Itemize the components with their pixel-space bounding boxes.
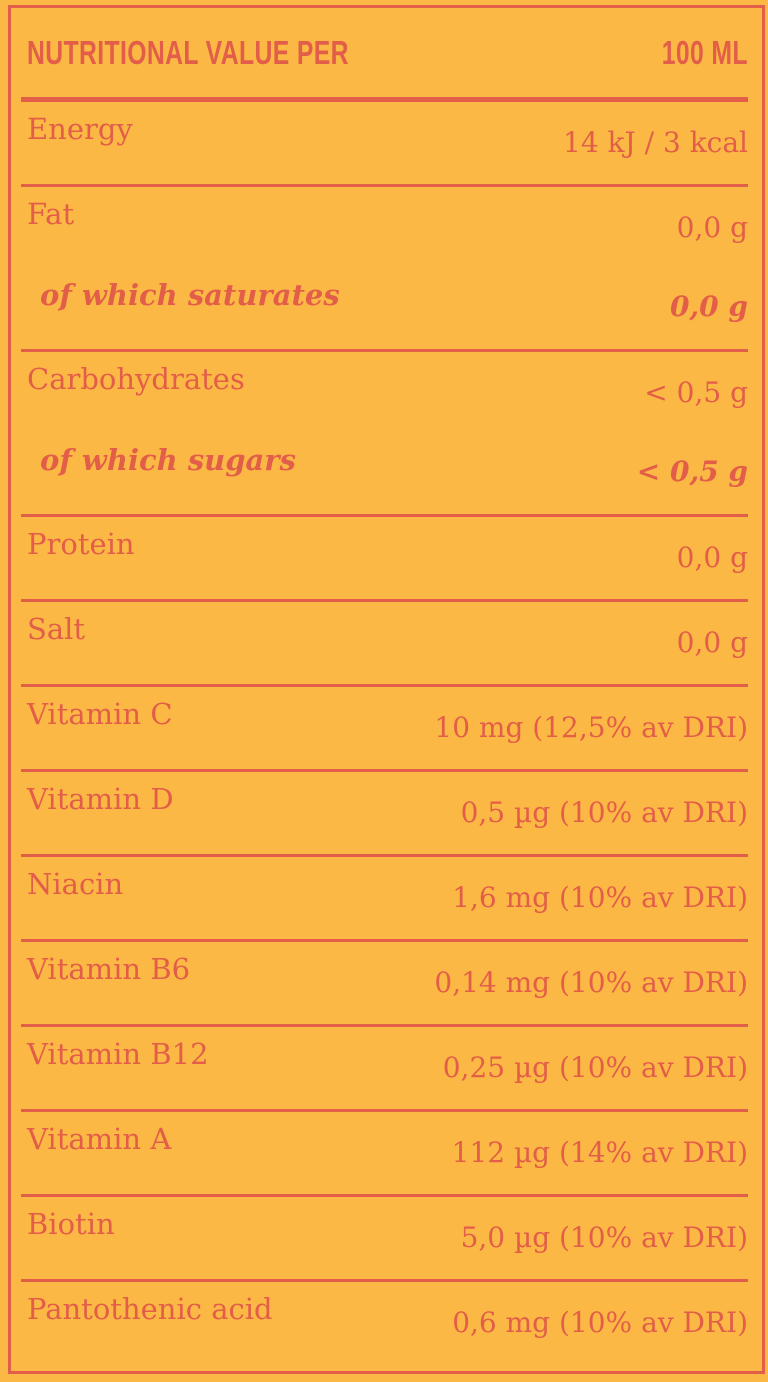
row-of-which-sugars: of which sugars < 0,5 g	[21, 429, 748, 514]
row-label: Vitamin B6	[27, 952, 191, 986]
row-value: < 0,5 g	[636, 455, 748, 488]
row-label: Niacin	[27, 867, 124, 901]
row-value: 0,0 g	[676, 541, 748, 574]
nutrition-table: NUTRITIONAL VALUE PER 100 ML Energy 14 k…	[21, 8, 748, 1364]
row-protein: Protein 0,0 g	[21, 514, 748, 599]
row-label: Pantothenic acid	[27, 1292, 273, 1326]
row-pantothenic-acid: Pantothenic acid 0,6 mg (10% av DRI)	[21, 1279, 748, 1364]
row-salt: Salt 0,0 g	[21, 599, 748, 684]
row-value: 0,5 µg (10% av DRI)	[460, 796, 748, 829]
row-carbohydrates: Carbohydrates < 0,5 g	[21, 349, 748, 429]
row-fat: Fat 0,0 g	[21, 184, 748, 264]
row-value: 0,25 µg (10% av DRI)	[442, 1051, 748, 1084]
row-label: Vitamin B12	[27, 1037, 209, 1071]
header-unit: 100 ML	[661, 33, 748, 71]
row-value: 10 mg (12,5% av DRI)	[434, 711, 748, 744]
row-value: 0,0 g	[669, 290, 748, 323]
row-label: Energy	[27, 112, 133, 146]
row-label: Vitamin D	[27, 782, 174, 816]
row-value: 1,6 mg (10% av DRI)	[452, 881, 748, 914]
row-value: 0,14 mg (10% av DRI)	[434, 966, 748, 999]
row-value: 0,0 g	[676, 211, 748, 244]
row-value: < 0,5 g	[644, 376, 748, 409]
row-label: Carbohydrates	[27, 362, 245, 396]
row-vitamin-b12: Vitamin B12 0,25 µg (10% av DRI)	[21, 1024, 748, 1109]
row-vitamin-c: Vitamin C 10 mg (12,5% av DRI)	[21, 684, 748, 769]
label-header: NUTRITIONAL VALUE PER 100 ML	[21, 8, 748, 102]
row-label: Vitamin C	[27, 697, 173, 731]
row-vitamin-a: Vitamin A 112 µg (14% av DRI)	[21, 1109, 748, 1194]
nutrition-label-frame: NUTRITIONAL VALUE PER 100 ML Energy 14 k…	[8, 5, 765, 1374]
row-niacin: Niacin 1,6 mg (10% av DRI)	[21, 854, 748, 939]
row-value: 0,0 g	[676, 626, 748, 659]
row-value: 0,6 mg (10% av DRI)	[452, 1306, 748, 1339]
row-vitamin-b6: Vitamin B6 0,14 mg (10% av DRI)	[21, 939, 748, 1024]
header-title: NUTRITIONAL VALUE PER	[27, 33, 349, 71]
row-value: 14 kJ / 3 kcal	[563, 126, 748, 159]
row-label: Protein	[27, 527, 135, 561]
row-label: of which saturates	[40, 278, 340, 312]
row-label: Salt	[27, 612, 86, 646]
row-vitamin-d: Vitamin D 0,5 µg (10% av DRI)	[21, 769, 748, 854]
row-label: Fat	[27, 197, 75, 231]
row-label: of which sugars	[40, 443, 296, 477]
row-biotin: Biotin 5,0 µg (10% av DRI)	[21, 1194, 748, 1279]
row-energy: Energy 14 kJ / 3 kcal	[21, 102, 748, 184]
row-value: 5,0 µg (10% av DRI)	[460, 1221, 748, 1254]
row-label: Biotin	[27, 1207, 115, 1241]
row-of-which-saturates: of which saturates 0,0 g	[21, 264, 748, 349]
row-value: 112 µg (14% av DRI)	[451, 1136, 748, 1169]
row-label: Vitamin A	[27, 1122, 172, 1156]
